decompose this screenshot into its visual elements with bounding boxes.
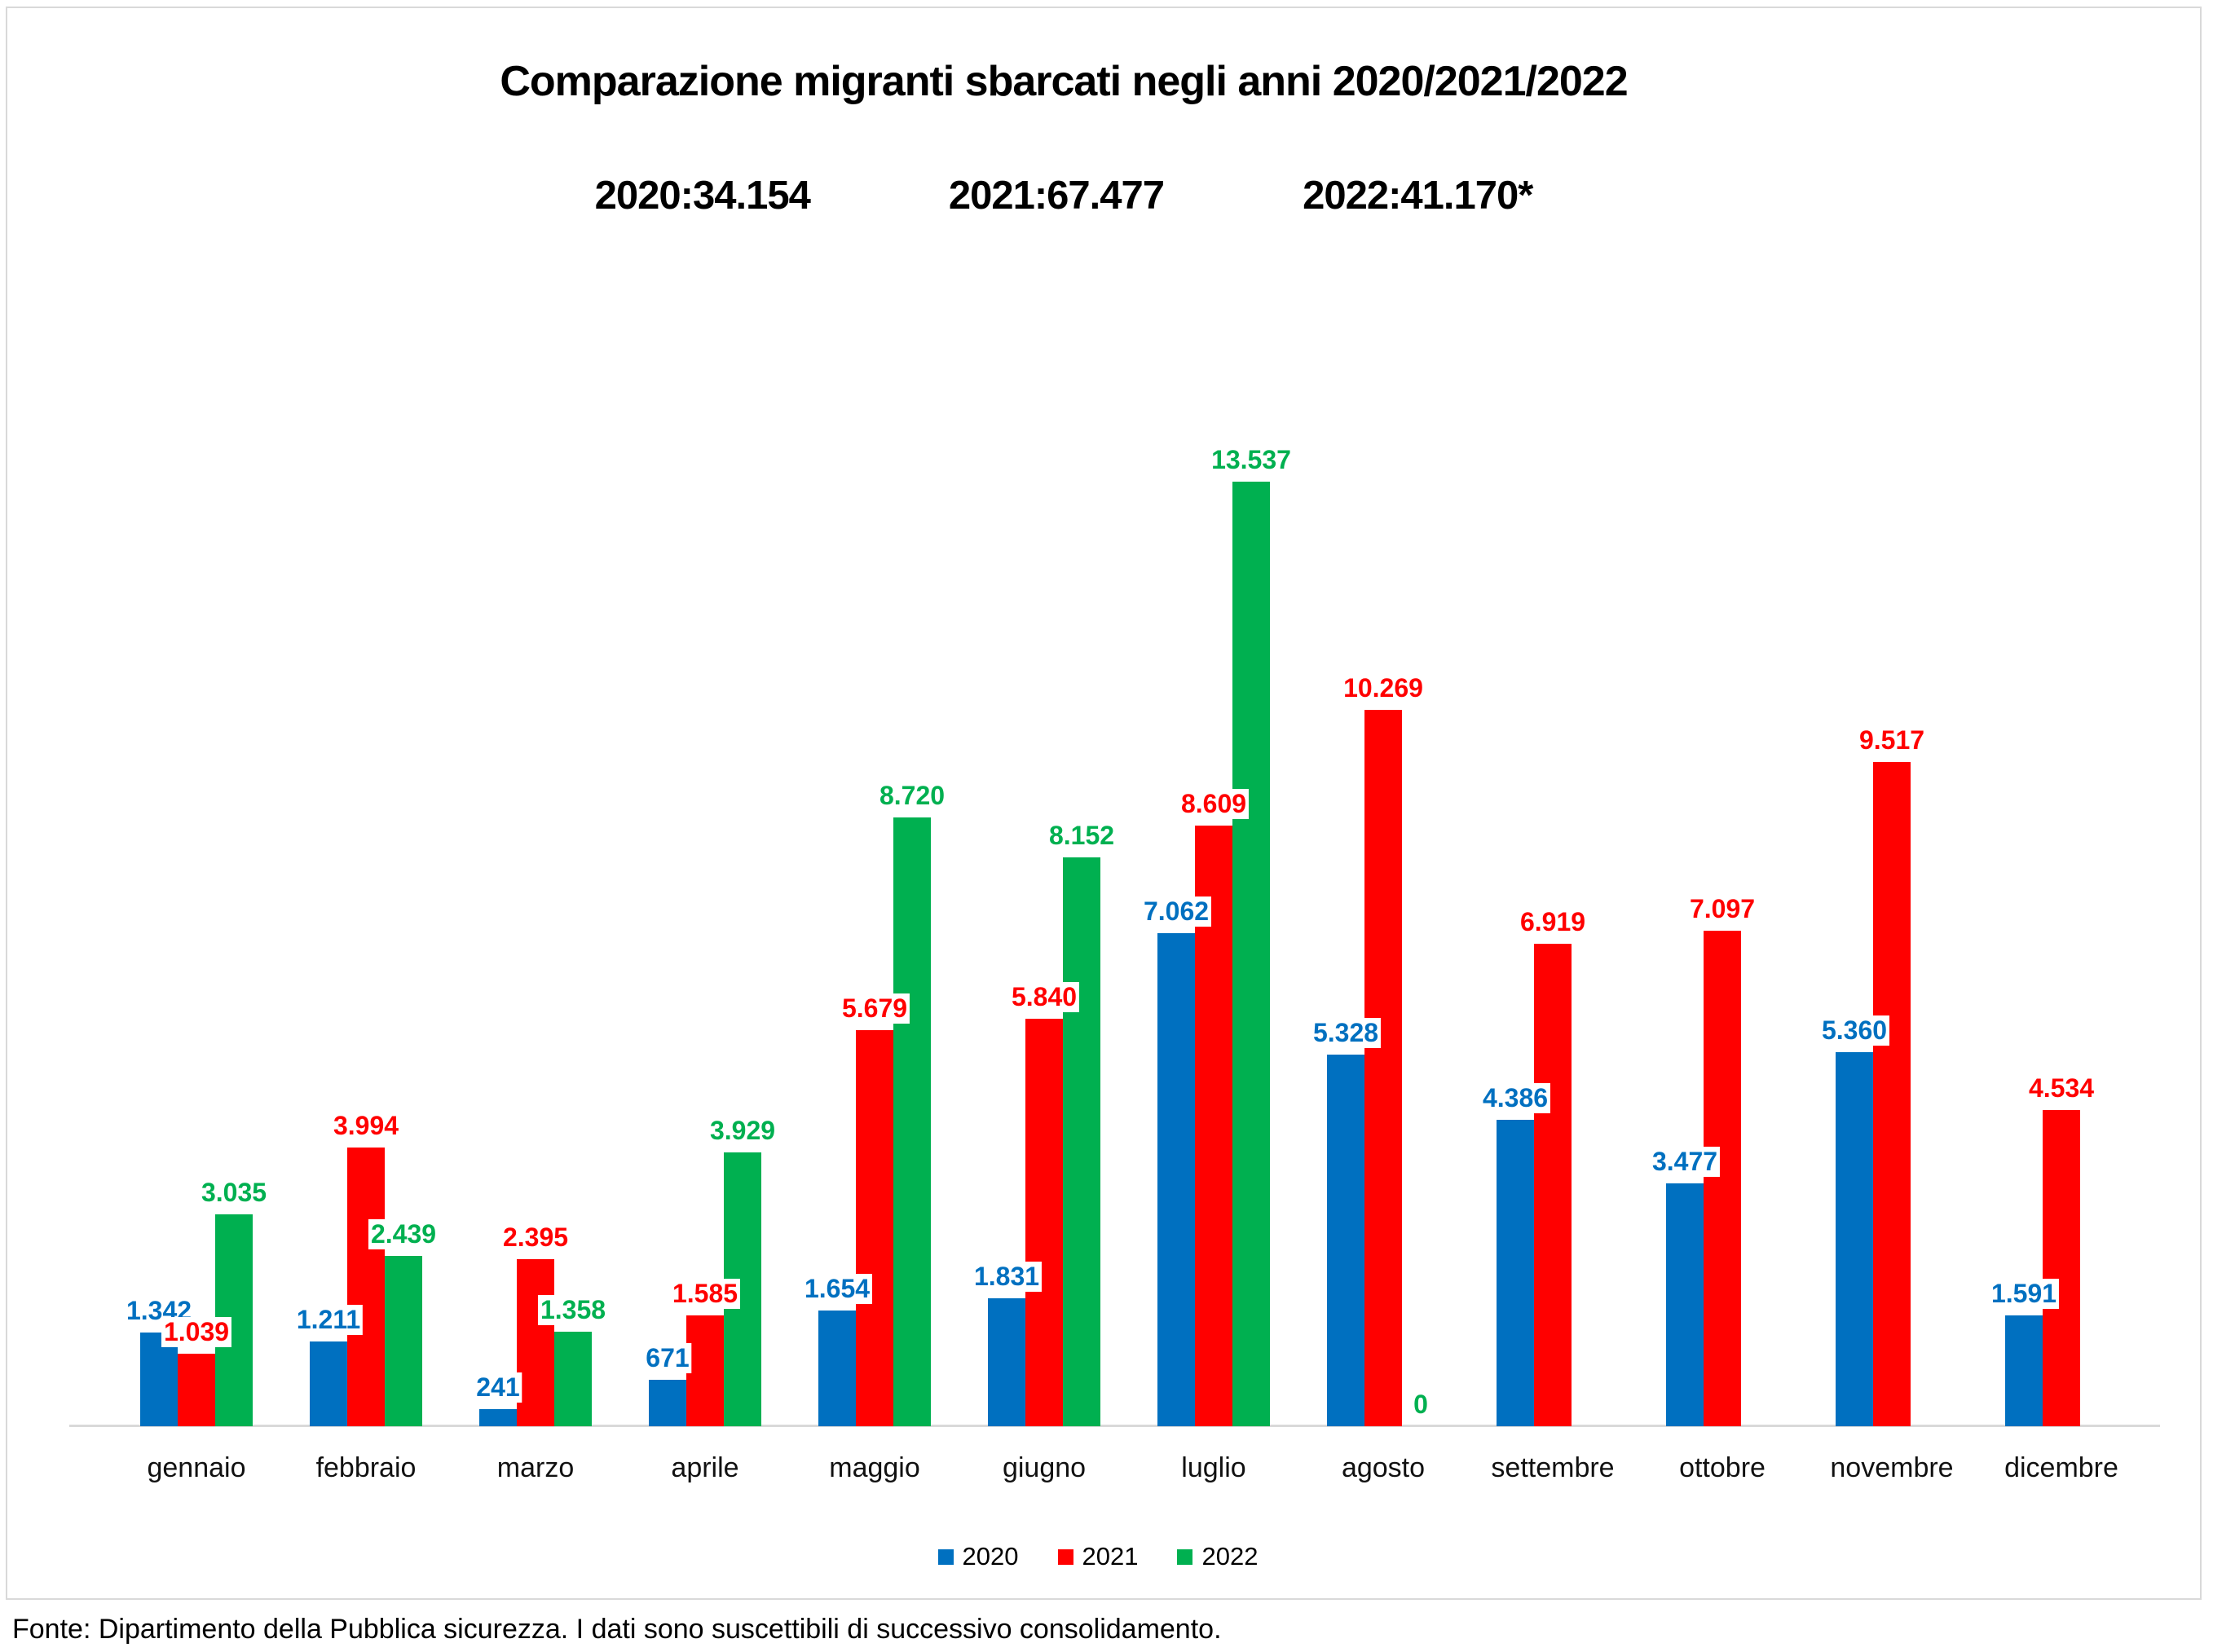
value-label-2021-giugno: 5.840 [1008, 982, 1080, 1012]
value-label-2020-marzo: 241 [474, 1372, 522, 1403]
bar-2021-aprile [686, 1315, 724, 1426]
value-label-2022-marzo: 1.358 [537, 1295, 609, 1325]
bar-2022-maggio [893, 817, 931, 1426]
bar-2021-maggio [856, 1030, 893, 1426]
value-label-2021-dicembre: 4.534 [2026, 1073, 2097, 1104]
axis-label-luglio: luglio [1181, 1452, 1246, 1483]
bar-2020-febbraio [310, 1341, 347, 1426]
value-label-2020-novembre: 5.360 [1818, 1015, 1890, 1046]
axis-label-marzo: marzo [496, 1452, 575, 1483]
value-label-2021-novembre: 9.517 [1856, 725, 1928, 756]
bar-2021-ottobre [1704, 931, 1741, 1426]
value-label-2022-maggio: 8.720 [876, 781, 948, 811]
bar-2021-gennaio [178, 1354, 215, 1426]
bar-2020-gennaio [140, 1333, 178, 1426]
total-2021: 2021:67.477 [948, 174, 1165, 218]
bar-2020-marzo [479, 1409, 517, 1426]
bar-2020-agosto [1327, 1055, 1364, 1426]
bar-2020-ottobre [1666, 1183, 1704, 1426]
axis-label-gennaio: gennaio [147, 1452, 246, 1483]
value-label-2021-gennaio: 1.039 [161, 1317, 232, 1347]
value-label-2021-ottobre: 7.097 [1686, 894, 1758, 924]
value-label-2020-luglio: 7.062 [1140, 896, 1212, 927]
value-label-2020-ottobre: 3.477 [1649, 1147, 1721, 1177]
value-label-2022-agosto: 0 [1411, 1390, 1431, 1420]
legend-item-2022: 2022 [1177, 1542, 1258, 1571]
value-label-2021-luglio: 8.609 [1178, 789, 1250, 819]
total-2020: 2020:34.154 [594, 174, 811, 218]
axis-label-agosto: agosto [1341, 1452, 1426, 1483]
axis-label-ottobre: ottobre [1679, 1452, 1766, 1483]
value-label-2021-marzo: 2.395 [500, 1222, 571, 1253]
value-label-2022-gennaio: 3.035 [198, 1178, 270, 1208]
bar-2022-marzo [554, 1332, 592, 1426]
bar-2020-giugno [988, 1298, 1025, 1426]
value-label-2021-agosto: 10.269 [1341, 673, 1426, 703]
legend-label: 2021 [1082, 1542, 1139, 1571]
chart-title: Comparazione migranti sbarcati negli ann… [500, 58, 1628, 105]
value-label-2020-giugno: 1.831 [971, 1262, 1043, 1292]
bar-2021-dicembre [2043, 1110, 2080, 1426]
value-label-2020-maggio: 1.654 [801, 1274, 873, 1304]
source-note: Fonte: Dipartimento della Pubblica sicur… [12, 1614, 1222, 1645]
value-label-2020-febbraio: 1.211 [293, 1305, 364, 1335]
value-label-2021-maggio: 5.679 [839, 993, 910, 1024]
value-label-2022-febbraio: 2.439 [368, 1219, 439, 1249]
legend-item-2021: 2021 [1057, 1542, 1139, 1571]
legend-swatch-2020 [937, 1548, 954, 1565]
axis-label-settembre: settembre [1491, 1452, 1615, 1483]
bar-2020-settembre [1497, 1120, 1534, 1426]
legend-swatch-2022 [1177, 1548, 1193, 1565]
value-label-2020-agosto: 5.328 [1310, 1018, 1382, 1048]
bar-2020-novembre [1836, 1052, 1873, 1426]
value-label-2021-settembre: 6.919 [1517, 907, 1589, 937]
axis-label-novembre: novembre [1830, 1452, 1954, 1483]
legend: 2020 2021 2022 [0, 1542, 2196, 1571]
axis-label-maggio: maggio [829, 1452, 920, 1483]
x-axis-line [69, 1425, 2160, 1427]
axis-label-aprile: aprile [671, 1452, 739, 1483]
value-label-2020-aprile: 671 [643, 1343, 692, 1373]
legend-item-2020: 2020 [937, 1542, 1019, 1571]
bar-2022-febbraio [385, 1256, 422, 1426]
bar-2020-aprile [649, 1380, 686, 1426]
legend-label: 2020 [962, 1542, 1019, 1571]
chart-subtitle: 2020:34.154 2021:67.477 2022:41.170* [0, 173, 2127, 218]
bar-2021-agosto [1364, 710, 1402, 1426]
value-label-2021-aprile: 1.585 [669, 1279, 741, 1309]
value-label-2020-dicembre: 1.591 [1988, 1279, 2060, 1309]
value-label-2020-gennaio: 1.342 [123, 1296, 195, 1326]
legend-swatch-2021 [1057, 1548, 1073, 1565]
bar-2021-settembre [1534, 944, 1572, 1426]
bar-2021-marzo [517, 1259, 554, 1426]
bar-2021-febbraio [347, 1148, 385, 1426]
legend-label: 2022 [1201, 1542, 1259, 1571]
axis-label-febbraio: febbraio [315, 1452, 417, 1483]
value-label-2020-settembre: 4.386 [1479, 1083, 1551, 1113]
bar-2020-luglio [1157, 933, 1195, 1426]
bar-2021-giugno [1025, 1019, 1063, 1426]
value-label-2022-luglio: 13.537 [1209, 445, 1294, 475]
bar-2022-giugno [1063, 857, 1100, 1426]
value-label-2022-aprile: 3.929 [707, 1116, 778, 1146]
bar-2021-novembre [1873, 762, 1911, 1426]
bar-2022-luglio [1232, 482, 1270, 1426]
total-2022: 2022:41.170* [1303, 174, 1533, 218]
bar-2020-dicembre [2005, 1315, 2043, 1426]
bar-2020-maggio [818, 1311, 856, 1426]
value-label-2021-febbraio: 3.994 [330, 1111, 402, 1141]
axis-label-dicembre: dicembre [2004, 1452, 2118, 1483]
axis-label-giugno: giugno [1002, 1452, 1087, 1483]
value-label-2022-giugno: 8.152 [1046, 821, 1118, 851]
